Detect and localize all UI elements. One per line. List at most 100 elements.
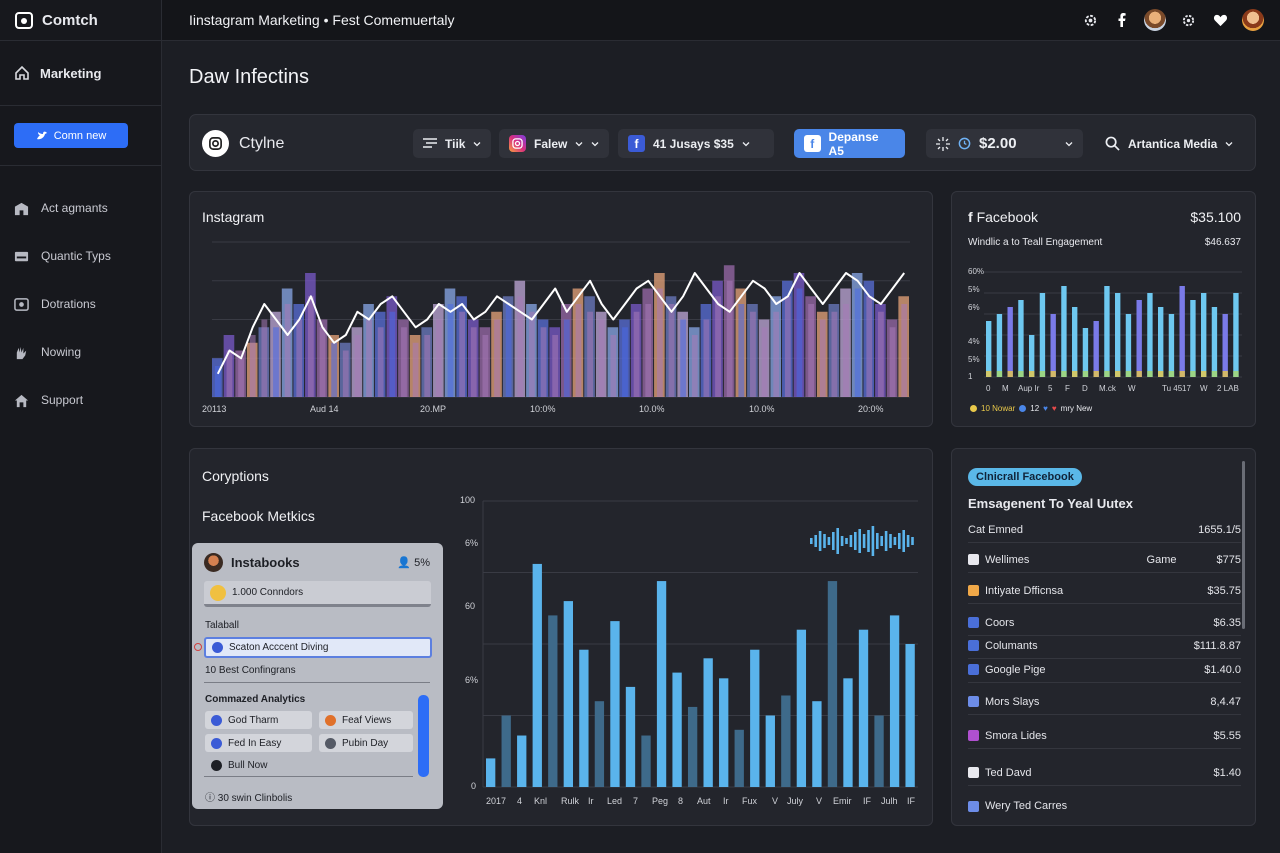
list-item[interactable]: Smora Lides $5.55	[968, 723, 1241, 749]
tik-dropdown[interactable]: Tiik	[413, 129, 492, 158]
chip-bull-now[interactable]: Bull Now	[205, 756, 413, 774]
bar	[532, 563, 542, 787]
coryptions-panel: Coryptions Facebook Metkics 100 6% 60 6%…	[189, 448, 933, 826]
scrollbar[interactable]	[1242, 461, 1245, 629]
bar	[1018, 300, 1024, 377]
compose-new-label: Comn new	[53, 129, 107, 142]
selected-option[interactable]: Scaton Acccent Diving	[204, 637, 432, 658]
bar-base	[1018, 371, 1024, 377]
bar	[858, 629, 869, 787]
chevron-down-icon	[1065, 141, 1073, 146]
gear-icon[interactable]	[1178, 10, 1198, 30]
y-tick-label: 0	[471, 781, 477, 791]
item-icon	[968, 767, 979, 778]
card-footer: ⓘ 30 swin Clinbolis	[205, 789, 292, 804]
chip-pubin-day[interactable]: Pubin Day	[319, 734, 413, 752]
engagement-list-panel: Clnicrall Facebook Emsagenent To Yeal Uu…	[951, 448, 1256, 826]
bar	[819, 319, 826, 397]
item-label: Mors Slays	[985, 695, 1040, 708]
bar	[1125, 314, 1132, 377]
bar	[435, 319, 442, 397]
item-value: $1.40	[1213, 766, 1241, 779]
bar	[761, 327, 768, 397]
sidebar-item-support[interactable]: Support	[0, 376, 161, 424]
brand[interactable]: Comtch	[0, 0, 161, 41]
item-icon	[968, 696, 979, 707]
sidebar-item-dotrations[interactable]: Dotrations	[0, 280, 161, 328]
compose-new-button[interactable]: Comn new	[14, 123, 128, 148]
bar	[594, 701, 605, 787]
falew-dropdown[interactable]: Falew	[499, 129, 610, 158]
facebook-title-text: Facebook	[976, 209, 1039, 225]
list-item[interactable]: Mors Slays 8,4.47	[968, 689, 1241, 715]
bar	[598, 319, 605, 397]
sidebar-item-marketing[interactable]: Marketing	[0, 41, 161, 106]
list-item[interactable]: Coors $6.35	[968, 610, 1241, 636]
bar	[501, 715, 511, 787]
list-item[interactable]: Google Pige $1.40.0	[968, 657, 1241, 683]
bar	[389, 311, 396, 397]
waveform-bar	[876, 533, 879, 549]
bar	[249, 335, 256, 397]
item-value: $111.8.87	[1193, 639, 1241, 652]
list-item[interactable]: Columants $111.8.87	[968, 633, 1241, 659]
header-icons	[1080, 9, 1264, 31]
list-item[interactable]: Ted Davd $1.40	[968, 760, 1241, 786]
bar	[889, 327, 896, 397]
depanse-button[interactable]: f Depanse A5	[794, 129, 905, 158]
user-avatar[interactable]	[1242, 9, 1264, 31]
radio-icon[interactable]	[194, 643, 202, 651]
clock-icon	[958, 137, 971, 150]
sidebar-item-quantic-typs[interactable]: Quantic Typs	[0, 232, 161, 280]
chip-feaf-views[interactable]: Feaf Views	[319, 711, 413, 729]
instagram-panel: Instagram 20113 Aud 14 20.MP 10:0% 10.0%…	[189, 191, 933, 427]
bar	[827, 581, 838, 787]
media-dropdown[interactable]: Artantica Media	[1095, 129, 1243, 158]
amount-dropdown[interactable]: $2.00	[926, 129, 1083, 158]
bar	[715, 296, 721, 397]
waveform-bar	[810, 538, 813, 544]
waveform-bar	[862, 534, 866, 548]
filter-brand[interactable]: Ctylne	[202, 130, 284, 157]
waveform-bar	[854, 532, 857, 550]
bar	[579, 649, 589, 787]
waveform-bar	[906, 535, 910, 547]
avatar[interactable]	[1144, 9, 1166, 31]
list-item[interactable]: Intiyate Dfficnsa $35.75	[968, 578, 1241, 604]
list-item[interactable]: Wery Ted Carres	[968, 793, 1241, 819]
bar	[796, 288, 803, 397]
scrollbar-thumb[interactable]	[418, 695, 429, 777]
waveform-bar	[832, 532, 835, 550]
chip-fed-in-easy[interactable]: Fed In Easy	[205, 734, 312, 752]
list-item[interactable]: Wellimes Game $775	[968, 547, 1241, 573]
bar	[687, 706, 698, 787]
bar	[486, 758, 496, 787]
bell-icon	[211, 759, 222, 771]
bar	[726, 280, 733, 397]
sidebar-item-label: Marketing	[40, 65, 102, 81]
bar	[529, 311, 535, 397]
settings-icon[interactable]	[1080, 10, 1100, 30]
bar-base	[1104, 371, 1110, 377]
card-footer-text: 30 swin Clinbolis	[217, 793, 293, 804]
sidebar-item-act-agmants[interactable]: Act agmants	[0, 184, 161, 232]
card-badge: 👤 5%	[397, 556, 430, 569]
bar	[214, 366, 221, 397]
coryptions-title: Coryptions	[202, 468, 269, 484]
bar	[610, 335, 617, 397]
sidebar-item-nowing[interactable]: Nowing	[0, 328, 161, 376]
waveform-bar	[902, 530, 905, 552]
item-label: Coors	[985, 616, 1015, 629]
facebook-icon: f	[628, 135, 645, 152]
jusays-dropdown[interactable]: f 41 Jusays $35	[618, 129, 774, 158]
list-header-label: Cat Emned	[968, 523, 1024, 536]
bar	[401, 327, 407, 397]
facebook-icon[interactable]	[1112, 10, 1132, 30]
heart-icon[interactable]	[1210, 10, 1230, 30]
instagram-chart	[212, 241, 910, 398]
conndors-input[interactable]: 1.000 Conndors	[204, 581, 431, 607]
talaball-label: Talaball	[205, 620, 239, 631]
category-badge[interactable]: Clnicrall Facebook	[968, 468, 1082, 486]
bar	[563, 319, 570, 397]
chip-god-tharm[interactable]: God Tharm	[205, 711, 312, 729]
